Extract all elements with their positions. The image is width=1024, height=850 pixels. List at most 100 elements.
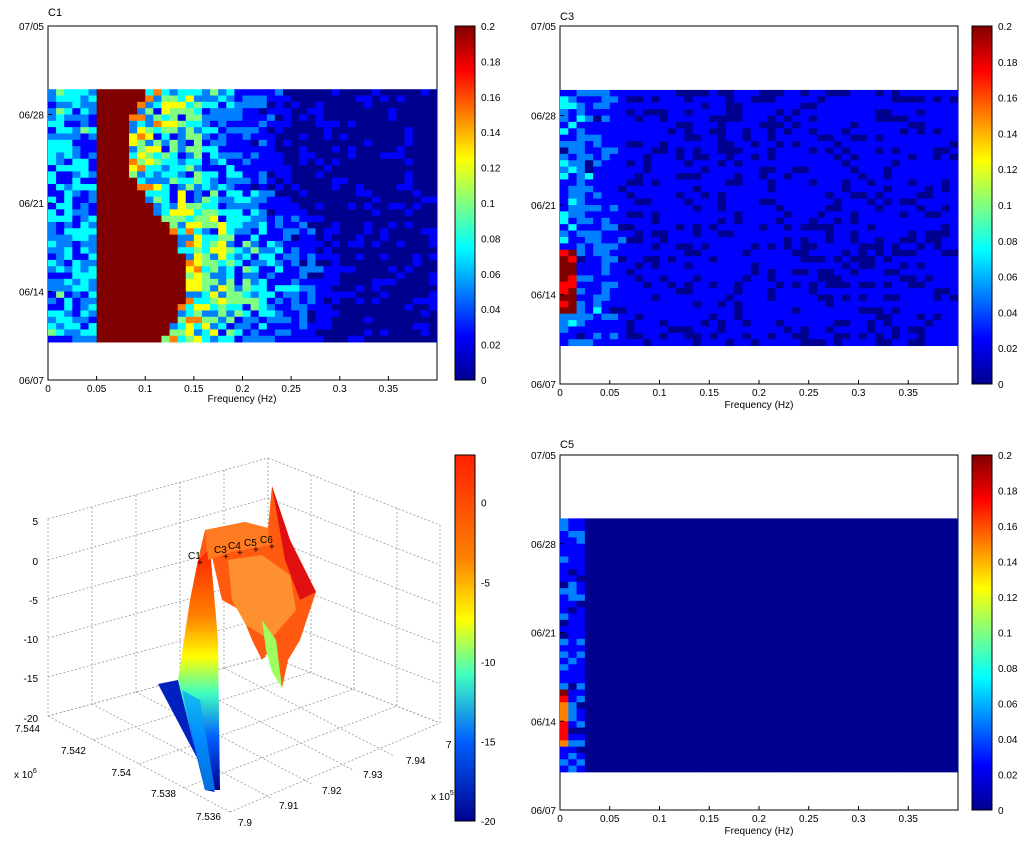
heatmap-cell	[742, 116, 751, 123]
heatmap-cell	[660, 192, 669, 199]
heatmap-cell	[113, 146, 122, 153]
heatmap-cell	[48, 235, 57, 242]
heatmap-cell	[251, 235, 260, 242]
heatmap-cell	[218, 159, 227, 166]
heatmap-cell	[701, 333, 710, 340]
heatmap-cell	[129, 247, 138, 254]
heatmap-cell	[643, 582, 652, 589]
heatmap-cell	[776, 582, 785, 589]
heatmap-cell	[635, 128, 644, 135]
heatmap-cell	[421, 336, 430, 343]
heatmap-cell	[668, 128, 677, 135]
heatmap-cell	[626, 147, 635, 154]
heatmap-cell	[356, 279, 365, 286]
heatmap-cell	[767, 633, 776, 640]
heatmap-cell	[660, 199, 669, 206]
heatmap-cell	[809, 231, 818, 238]
heatmap-cell	[759, 326, 768, 333]
heatmap-cell	[186, 115, 195, 122]
heatmap-cell	[64, 203, 73, 210]
heatmap-cell	[626, 550, 635, 557]
heatmap-cell	[202, 178, 211, 185]
heatmap-cell	[676, 109, 685, 116]
heatmap-cell	[324, 292, 333, 299]
heatmap-cell	[784, 601, 793, 608]
heatmap-cell	[113, 222, 122, 229]
heatmap-cell	[875, 275, 884, 282]
heatmap-cell	[941, 103, 950, 110]
heatmap-cell	[660, 601, 669, 608]
heatmap-cell	[299, 127, 308, 134]
heatmap-cell	[693, 594, 702, 601]
heatmap-cell	[56, 197, 65, 204]
heatmap-cell	[718, 575, 727, 582]
heatmap-cell	[742, 301, 751, 308]
heatmap-cell	[234, 216, 243, 223]
heatmap-cell	[859, 90, 868, 97]
heatmap-cell	[234, 285, 243, 292]
heatmap-cell	[161, 317, 170, 324]
heatmap-cell	[817, 339, 826, 346]
heatmap-cell	[751, 103, 760, 110]
heatmap-cell	[585, 237, 594, 244]
heatmap-cell	[218, 285, 227, 292]
heatmap-cell	[137, 121, 146, 128]
heatmap-cell	[635, 147, 644, 154]
heatmap-cell	[941, 518, 950, 525]
heatmap-cell	[388, 133, 397, 140]
heatmap-cell	[676, 122, 685, 129]
heatmap-cell	[291, 273, 300, 280]
heatmap-cell	[129, 241, 138, 248]
heatmap-cell	[210, 260, 219, 267]
heatmap-cell	[234, 235, 243, 242]
heatmap-cell	[800, 537, 809, 544]
heatmap-cell	[742, 601, 751, 608]
heatmap-cell	[113, 241, 122, 248]
heatmap-cell	[759, 575, 768, 582]
heatmap-cell	[759, 594, 768, 601]
z-tick-label: 5	[32, 517, 38, 528]
heatmap-cell	[693, 645, 702, 652]
heatmap-cell	[718, 645, 727, 652]
heatmap-cell	[234, 266, 243, 273]
heatmap-cell	[684, 639, 693, 646]
heatmap-cell	[883, 556, 892, 563]
heatmap-cell	[299, 336, 308, 343]
x-tick-label: 7.9	[238, 818, 252, 829]
heatmap-cell	[734, 575, 743, 582]
heatmap-cell	[568, 295, 577, 302]
heatmap-cell	[105, 89, 114, 96]
heatmap-cell	[577, 645, 586, 652]
heatmap-cell	[593, 288, 602, 295]
heatmap-cell	[291, 133, 300, 140]
heatmap-cell	[210, 235, 219, 242]
heatmap-cell	[568, 537, 577, 544]
heatmap-cell	[356, 108, 365, 115]
heatmap-cell	[643, 518, 652, 525]
heatmap-cell	[113, 329, 122, 336]
heatmap-cell	[324, 216, 333, 223]
colorbar-tick-label: 0.08	[481, 234, 501, 245]
heatmap-cell	[643, 282, 652, 289]
heatmap-cell	[660, 288, 669, 295]
heatmap-cell	[348, 203, 357, 210]
heatmap-cell	[315, 254, 324, 261]
heatmap-cell	[364, 247, 373, 254]
heatmap-cell	[372, 184, 381, 191]
heatmap-cell	[299, 140, 308, 147]
heatmap-cell	[577, 563, 586, 570]
heatmap-cell	[751, 588, 760, 595]
heatmap-cell	[917, 141, 926, 148]
heatmap-cell	[364, 190, 373, 197]
heatmap-cell	[610, 186, 619, 193]
heatmap-cell	[817, 282, 826, 289]
heatmap-cell	[356, 209, 365, 216]
heatmap-cell	[234, 279, 243, 286]
heatmap-cell	[601, 147, 610, 154]
heatmap-cell	[867, 607, 876, 614]
heatmap-cell	[210, 127, 219, 134]
heatmap-cell	[784, 269, 793, 276]
heatmap-cell	[701, 594, 710, 601]
heatmap-cell	[121, 285, 130, 292]
heatmap-cell	[908, 135, 917, 142]
